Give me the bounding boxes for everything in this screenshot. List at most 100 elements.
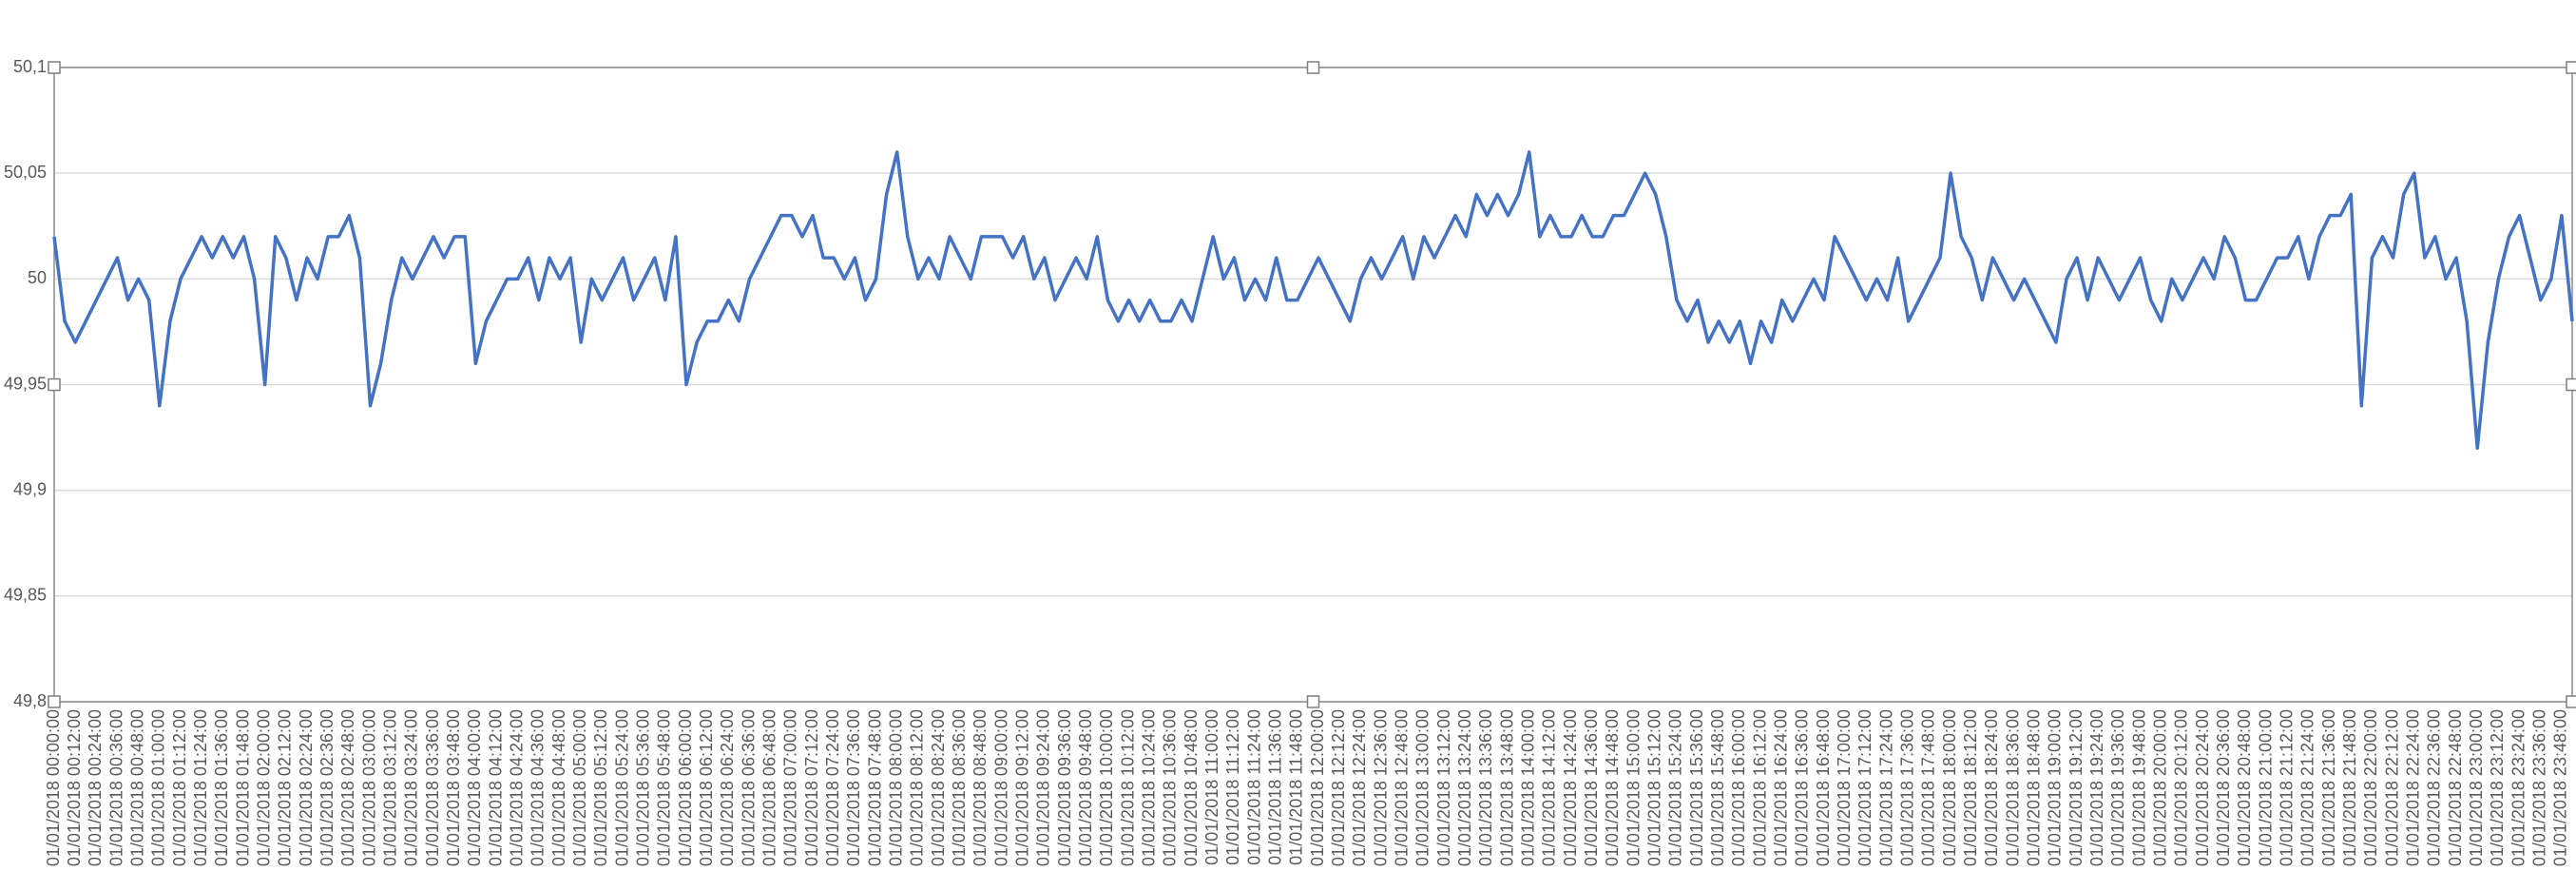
x-tick-label: 01/01/2018 01:24:00 xyxy=(191,709,210,866)
x-tick-label: 01/01/2018 03:12:00 xyxy=(380,709,399,866)
x-tick-label: 01/01/2018 21:12:00 xyxy=(2277,709,2296,866)
x-tick-label: 01/01/2018 13:24:00 xyxy=(1455,709,1474,866)
x-tick-label: 01/01/2018 14:36:00 xyxy=(1582,709,1601,866)
x-tick-label: 01/01/2018 06:00:00 xyxy=(676,709,695,866)
x-tick-label: 01/01/2018 23:24:00 xyxy=(2509,709,2528,866)
x-tick-label: 01/01/2018 07:12:00 xyxy=(802,709,821,866)
x-tick-label: 01/01/2018 19:12:00 xyxy=(2067,709,2086,866)
x-tick-label: 01/01/2018 03:00:00 xyxy=(359,709,378,866)
x-tick-label: 01/01/2018 19:24:00 xyxy=(2087,709,2106,866)
x-tick-label: 01/01/2018 16:12:00 xyxy=(1750,709,1769,866)
x-tick-label: 01/01/2018 02:36:00 xyxy=(317,709,336,866)
x-tick-label: 01/01/2018 11:24:00 xyxy=(1244,709,1263,865)
selection-handle xyxy=(48,377,61,392)
x-tick-label: 01/01/2018 08:48:00 xyxy=(971,709,990,866)
x-tick-label: 01/01/2018 17:36:00 xyxy=(1897,709,1916,866)
x-tick-label: 01/01/2018 09:24:00 xyxy=(1034,709,1053,866)
x-tick-label: 01/01/2018 02:24:00 xyxy=(297,709,316,866)
y-tick-label: 50,1 xyxy=(13,57,47,76)
x-tick-label: 01/01/2018 21:00:00 xyxy=(2256,709,2275,866)
x-tick-label: 01/01/2018 17:24:00 xyxy=(1876,709,1895,866)
x-tick-label: 01/01/2018 05:24:00 xyxy=(612,709,631,866)
x-tick-label: 01/01/2018 06:24:00 xyxy=(718,709,737,866)
y-tick-label: 50 xyxy=(28,268,47,287)
x-tick-label: 01/01/2018 15:24:00 xyxy=(1666,709,1685,866)
x-tick-label: 01/01/2018 07:36:00 xyxy=(844,709,863,866)
x-tick-label: 01/01/2018 21:48:00 xyxy=(2340,709,2359,866)
x-tick-label: 01/01/2018 05:36:00 xyxy=(633,709,652,866)
x-tick-label: 01/01/2018 01:48:00 xyxy=(233,709,252,866)
x-tick-label: 01/01/2018 04:48:00 xyxy=(549,709,568,866)
x-tick-label: 01/01/2018 00:48:00 xyxy=(127,709,146,866)
x-tick-label: 01/01/2018 23:36:00 xyxy=(2529,709,2548,866)
x-tick-label: 01/01/2018 11:48:00 xyxy=(1287,709,1306,865)
x-tick-label: 01/01/2018 12:48:00 xyxy=(1392,709,1411,866)
x-tick-label: 01/01/2018 12:12:00 xyxy=(1329,709,1348,866)
x-tick-label: 01/01/2018 18:36:00 xyxy=(2003,709,2022,866)
x-tick-label: 01/01/2018 14:00:00 xyxy=(1518,709,1537,866)
x-tick-label: 01/01/2018 07:24:00 xyxy=(823,709,842,866)
x-tick-label: 01/01/2018 18:48:00 xyxy=(2024,709,2043,866)
x-tick-label: 01/01/2018 09:48:00 xyxy=(1076,709,1095,866)
x-tick-label: 01/01/2018 09:00:00 xyxy=(991,709,1010,866)
x-tick-label: 01/01/2018 02:12:00 xyxy=(276,709,295,866)
x-tick-label: 01/01/2018 19:00:00 xyxy=(2046,709,2065,866)
x-tick-label: 01/01/2018 20:12:00 xyxy=(2172,709,2191,866)
x-tick-label: 01/01/2018 22:36:00 xyxy=(2425,709,2444,866)
x-tick-label: 01/01/2018 07:00:00 xyxy=(781,709,800,866)
x-tick-label: 01/01/2018 15:36:00 xyxy=(1687,709,1706,866)
selection-handle xyxy=(1306,695,1320,708)
x-tick-label: 01/01/2018 15:00:00 xyxy=(1624,709,1643,866)
selection-handle xyxy=(48,61,61,74)
x-tick-label: 01/01/2018 16:48:00 xyxy=(1814,709,1833,866)
x-tick-label: 01/01/2018 10:00:00 xyxy=(1097,709,1116,866)
x-tick-label: 01/01/2018 12:24:00 xyxy=(1350,709,1369,866)
x-tick-label: 01/01/2018 13:48:00 xyxy=(1497,709,1516,866)
x-tick-label: 01/01/2018 19:48:00 xyxy=(2129,709,2148,866)
x-tick-label: 01/01/2018 01:00:00 xyxy=(149,709,168,866)
x-tick-label: 01/01/2018 15:48:00 xyxy=(1708,709,1727,866)
x-tick-label: 01/01/2018 00:24:00 xyxy=(86,709,105,866)
x-tick-label: 01/01/2018 22:00:00 xyxy=(2361,709,2380,866)
x-tick-label: 01/01/2018 01:12:00 xyxy=(170,709,189,866)
x-tick-label: 01/01/2018 07:48:00 xyxy=(865,709,884,866)
x-tick-label: 01/01/2018 03:36:00 xyxy=(423,709,442,866)
x-tick-label: 01/01/2018 17:00:00 xyxy=(1835,709,1854,866)
x-tick-label: 01/01/2018 10:12:00 xyxy=(1118,709,1137,866)
x-tick-label: 01/01/2018 14:12:00 xyxy=(1540,709,1559,866)
x-tick-label: 01/01/2018 08:24:00 xyxy=(929,709,948,866)
x-tick-label: 01/01/2018 05:00:00 xyxy=(570,709,589,866)
x-tick-label: 01/01/2018 00:12:00 xyxy=(65,709,84,866)
x-tick-label: 01/01/2018 00:36:00 xyxy=(106,709,125,866)
x-tick-label: 01/01/2018 16:24:00 xyxy=(1771,709,1790,866)
x-tick-label: 01/01/2018 13:00:00 xyxy=(1413,709,1432,866)
x-tick-label: 01/01/2018 04:12:00 xyxy=(486,709,505,866)
x-tick-label: 01/01/2018 20:24:00 xyxy=(2193,709,2212,866)
x-tick-label: 01/01/2018 09:12:00 xyxy=(1012,709,1031,866)
x-tick-label: 01/01/2018 03:24:00 xyxy=(402,709,421,866)
x-tick-label: 01/01/2018 20:00:00 xyxy=(2150,709,2169,866)
y-tick-label: 49,8 xyxy=(13,691,47,710)
x-tick-label: 01/01/2018 06:12:00 xyxy=(697,709,716,866)
x-tick-label: 01/01/2018 01:36:00 xyxy=(212,709,231,866)
x-tick-label: 01/01/2018 16:00:00 xyxy=(1729,709,1748,866)
x-tick-label: 01/01/2018 12:36:00 xyxy=(1371,709,1390,866)
series-line xyxy=(52,150,2574,450)
x-tick-label: 01/01/2018 12:00:00 xyxy=(1308,709,1327,866)
x-tick-label: 01/01/2018 18:24:00 xyxy=(1982,709,2001,866)
x-tick-label: 01/01/2018 22:24:00 xyxy=(2403,709,2422,866)
x-tick-label: 01/01/2018 10:24:00 xyxy=(1139,709,1158,866)
x-tick-label: 01/01/2018 23:48:00 xyxy=(2551,709,2570,866)
x-tick-label: 01/01/2018 17:48:00 xyxy=(1919,709,1938,866)
selection-handle xyxy=(2566,61,2576,74)
x-tick-label: 01/01/2018 17:12:00 xyxy=(1855,709,1874,866)
y-tick-label: 49,85 xyxy=(4,586,47,605)
x-tick-label: 01/01/2018 23:00:00 xyxy=(2467,709,2486,866)
x-tick-label: 01/01/2018 14:24:00 xyxy=(1561,709,1580,866)
x-tick-label: 01/01/2018 08:00:00 xyxy=(886,709,905,866)
x-tick-label: 01/01/2018 04:00:00 xyxy=(465,709,484,866)
x-tick-label: 01/01/2018 02:48:00 xyxy=(338,709,357,866)
x-tick-label: 01/01/2018 13:12:00 xyxy=(1434,709,1453,866)
x-tick-label: 01/01/2018 11:00:00 xyxy=(1202,709,1221,865)
